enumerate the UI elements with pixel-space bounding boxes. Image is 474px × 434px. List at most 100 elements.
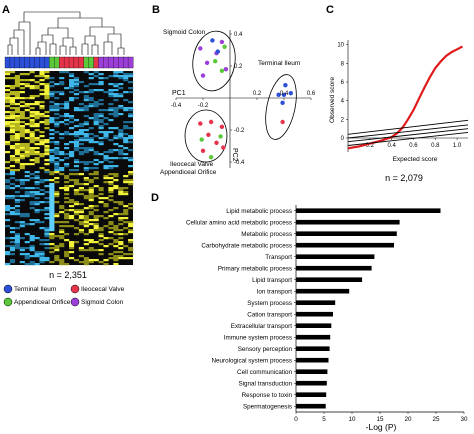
heatmap-cell <box>64 201 70 204</box>
heatmap-cell <box>5 251 11 254</box>
heatmap-cell <box>44 247 50 250</box>
heatmap-cell <box>98 161 104 164</box>
heatmap-cell <box>14 159 20 162</box>
heatmap-cell <box>39 227 45 230</box>
heatmap-cell <box>83 183 89 186</box>
heatmap-cell <box>29 97 35 100</box>
heatmap-cell <box>19 187 25 190</box>
heatmap-cell <box>83 197 89 200</box>
heatmap-cell <box>34 115 40 118</box>
heatmap-cell <box>128 81 134 84</box>
heatmap-cell <box>123 157 129 160</box>
heatmap-cell <box>39 221 45 224</box>
heatmap-cell <box>59 211 65 214</box>
heatmap-cell <box>19 199 25 202</box>
heatmap-cell <box>108 209 114 212</box>
heatmap-cell <box>44 97 50 100</box>
label-appendiceal-orifice: Appendiceal Orifice <box>160 169 217 176</box>
heatmap-cell <box>88 133 94 136</box>
heatmap-cell <box>54 245 60 248</box>
heatmap-cell <box>44 149 50 152</box>
pca-point <box>223 67 229 72</box>
bar-x-tick-label: 5 <box>322 416 326 423</box>
heatmap-cell <box>39 251 45 254</box>
heatmap-cell <box>128 179 134 182</box>
heatmap-cell <box>88 97 94 100</box>
heatmap-cell <box>88 73 94 76</box>
heatmap-cell <box>5 253 11 256</box>
heatmap-cell <box>44 213 50 216</box>
heatmap-cell <box>29 177 35 180</box>
heatmap-cell <box>83 261 89 264</box>
heatmap-cell <box>39 83 45 86</box>
heatmap-cell <box>83 133 89 136</box>
heatmap-cell <box>14 157 20 160</box>
heatmap-cell <box>83 167 89 170</box>
heatmap-cell <box>128 183 134 186</box>
heatmap-cell <box>29 115 35 118</box>
heatmap-cell <box>5 101 11 104</box>
heatmap-cell <box>88 195 94 198</box>
bar <box>296 357 329 363</box>
heatmap-cell <box>24 129 30 132</box>
heatmap-cell <box>9 249 16 252</box>
heatmap-cell <box>83 177 89 180</box>
heatmap-cell <box>103 175 109 178</box>
heatmap-cell <box>78 173 84 176</box>
heatmap-cell <box>29 103 35 106</box>
heatmap-cell <box>69 199 75 202</box>
heatmap-cell <box>118 193 124 196</box>
heatmap-cell <box>54 221 60 224</box>
sample-cell <box>14 56 21 69</box>
heatmap-cell <box>78 247 84 250</box>
heatmap-cell <box>19 125 25 128</box>
bar-category-label: Transport <box>265 254 292 261</box>
heatmap-cell <box>49 223 55 226</box>
heatmap-cell <box>83 105 89 108</box>
heatmap-cell <box>98 153 104 156</box>
bar <box>296 334 331 340</box>
heatmap-cell <box>39 105 45 108</box>
heatmap-cell <box>64 225 70 228</box>
heatmap-cell <box>9 137 16 140</box>
heatmap-cell <box>19 149 25 152</box>
heatmap-cell <box>54 195 60 198</box>
heatmap-cell <box>73 193 80 196</box>
heatmap-cell <box>123 107 129 110</box>
heatmap-cell <box>59 103 65 106</box>
heatmap-cell <box>64 131 70 134</box>
heatmap-cell <box>73 141 80 144</box>
heatmap-cell <box>49 227 55 230</box>
heatmap-cell <box>59 167 65 170</box>
heatmap-cell <box>19 261 25 264</box>
heatmap-cell <box>88 239 94 242</box>
heatmap-cell <box>29 249 35 252</box>
heatmap-cell <box>14 115 20 118</box>
heatmap-cell <box>59 71 65 74</box>
heatmap-cell <box>29 235 35 238</box>
legend: Terminal Ileum Ileocecal Valve Appendice… <box>3 284 125 307</box>
heatmap-cell <box>14 185 20 188</box>
heatmap-cell <box>5 179 11 182</box>
heatmap-cell <box>14 75 20 78</box>
heatmap-cell <box>118 135 124 138</box>
heatmap-cell <box>108 165 114 168</box>
heatmap-cell <box>59 205 65 208</box>
heatmap-cell <box>9 115 16 118</box>
heatmap-cell <box>88 229 94 232</box>
heatmap-cell <box>64 165 70 168</box>
heatmap-cell <box>83 263 89 266</box>
heatmap-cell <box>49 77 55 80</box>
heatmap-cell <box>24 193 30 196</box>
heatmap-cell <box>78 183 84 186</box>
heatmap-cell <box>24 215 30 218</box>
heatmap-cell <box>34 209 40 212</box>
heatmap-cell <box>5 263 11 266</box>
heatmap-cell <box>39 143 45 146</box>
heatmap-cell <box>88 231 94 234</box>
heatmap-cell <box>44 145 50 148</box>
heatmap-cell <box>54 163 60 166</box>
bar <box>296 242 394 248</box>
heatmap-cell <box>93 209 99 212</box>
